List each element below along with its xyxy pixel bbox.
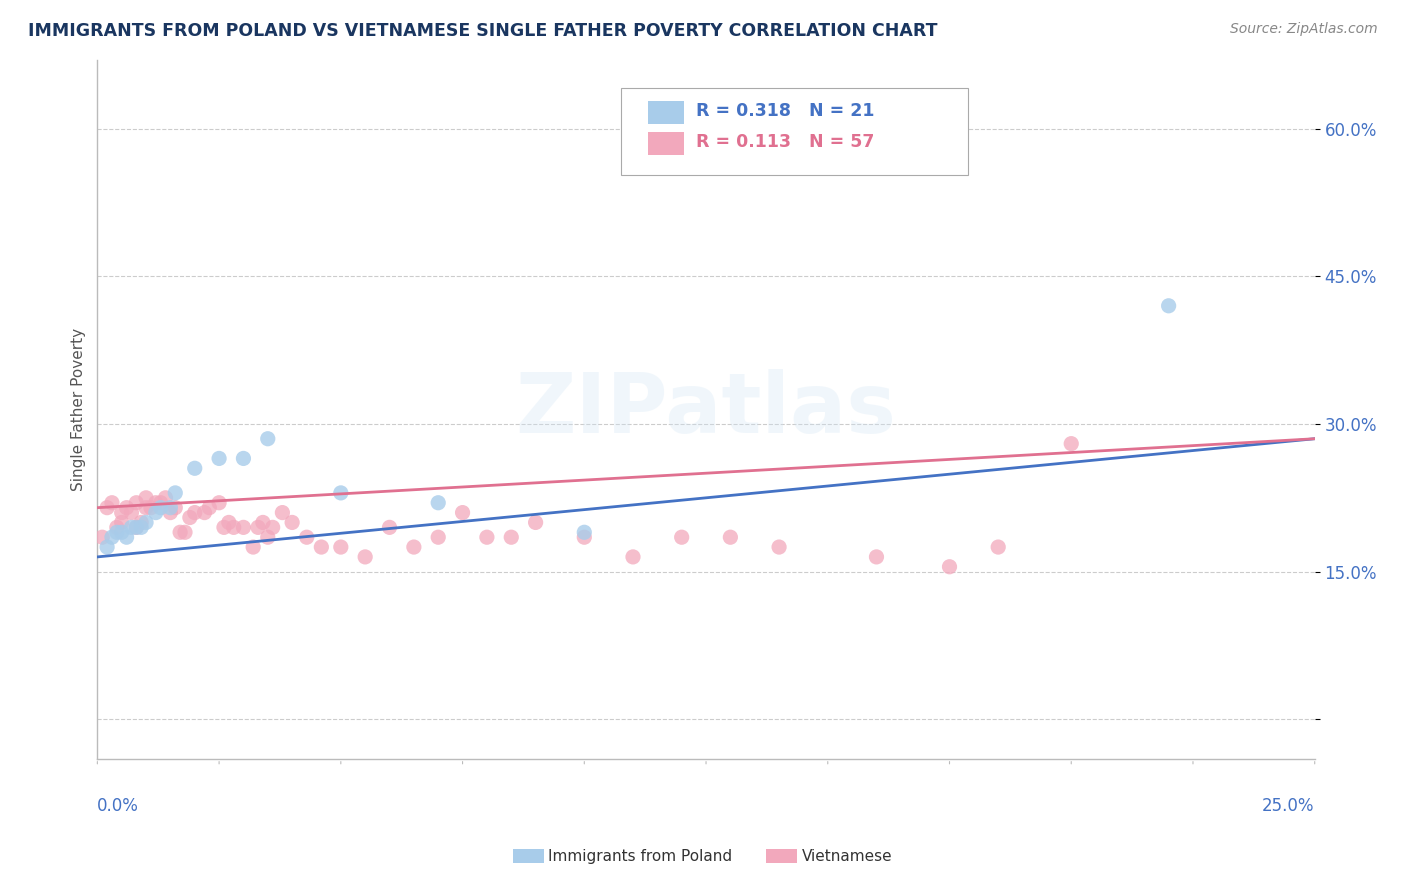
Point bbox=[247, 520, 270, 534]
Point bbox=[165, 486, 187, 500]
Point bbox=[125, 520, 148, 534]
Y-axis label: Single Father Poverty: Single Father Poverty bbox=[72, 327, 86, 491]
Point bbox=[329, 486, 352, 500]
Text: R = 0.113   N = 57: R = 0.113 N = 57 bbox=[696, 133, 875, 151]
Point bbox=[101, 496, 124, 510]
Point bbox=[212, 520, 235, 534]
Point bbox=[139, 500, 162, 515]
Text: Vietnamese: Vietnamese bbox=[801, 849, 891, 863]
Point bbox=[378, 520, 401, 534]
Point bbox=[125, 496, 148, 510]
Text: Immigrants from Poland: Immigrants from Poland bbox=[548, 849, 733, 863]
Point bbox=[295, 530, 318, 544]
Point bbox=[524, 516, 547, 530]
Point bbox=[115, 500, 138, 515]
Point bbox=[111, 506, 134, 520]
Point bbox=[174, 525, 197, 540]
Point bbox=[165, 500, 187, 515]
Point bbox=[96, 500, 118, 515]
Point bbox=[135, 500, 157, 515]
Point bbox=[149, 500, 172, 515]
Point bbox=[671, 530, 693, 544]
FancyBboxPatch shape bbox=[648, 132, 685, 155]
FancyBboxPatch shape bbox=[648, 101, 685, 124]
Point bbox=[208, 451, 231, 466]
Point bbox=[232, 451, 254, 466]
Text: 0.0%: 0.0% bbox=[97, 797, 139, 815]
Point bbox=[574, 525, 596, 540]
Point bbox=[427, 496, 450, 510]
Point bbox=[193, 506, 215, 520]
Point bbox=[129, 516, 152, 530]
Point bbox=[101, 530, 124, 544]
Text: IMMIGRANTS FROM POLAND VS VIETNAMESE SINGLE FATHER POVERTY CORRELATION CHART: IMMIGRANTS FROM POLAND VS VIETNAMESE SIN… bbox=[28, 22, 938, 40]
Point bbox=[159, 506, 181, 520]
Point bbox=[184, 506, 207, 520]
Point bbox=[262, 520, 284, 534]
Point bbox=[105, 520, 128, 534]
Point bbox=[311, 540, 333, 554]
Point bbox=[155, 491, 177, 505]
Point bbox=[402, 540, 425, 554]
Text: Source: ZipAtlas.com: Source: ZipAtlas.com bbox=[1230, 22, 1378, 37]
Point bbox=[208, 496, 231, 510]
Point bbox=[475, 530, 498, 544]
Point bbox=[354, 549, 377, 564]
Point bbox=[184, 461, 207, 475]
Point bbox=[718, 530, 741, 544]
Point bbox=[135, 491, 157, 505]
Point bbox=[120, 520, 142, 534]
Point bbox=[145, 496, 167, 510]
Point bbox=[256, 432, 278, 446]
Point bbox=[451, 506, 474, 520]
Point bbox=[218, 516, 240, 530]
Point bbox=[96, 540, 118, 554]
Point bbox=[1157, 299, 1180, 313]
Point bbox=[768, 540, 790, 554]
Text: ZIPatlas: ZIPatlas bbox=[516, 368, 897, 450]
Point bbox=[329, 540, 352, 554]
Point bbox=[232, 520, 254, 534]
Point bbox=[987, 540, 1010, 554]
Point bbox=[222, 520, 245, 534]
Point bbox=[271, 506, 294, 520]
Point bbox=[125, 520, 148, 534]
Point bbox=[427, 530, 450, 544]
Point bbox=[115, 530, 138, 544]
Point bbox=[256, 530, 278, 544]
Point bbox=[252, 516, 274, 530]
Point bbox=[169, 525, 191, 540]
Point bbox=[501, 530, 523, 544]
Point bbox=[865, 549, 887, 564]
Point bbox=[120, 506, 142, 520]
Point bbox=[129, 520, 152, 534]
Point bbox=[1060, 436, 1083, 450]
Text: R = 0.318   N = 21: R = 0.318 N = 21 bbox=[696, 102, 875, 120]
FancyBboxPatch shape bbox=[621, 87, 967, 175]
Point bbox=[159, 500, 181, 515]
Point bbox=[179, 510, 201, 524]
Point bbox=[111, 525, 134, 540]
Point bbox=[105, 525, 128, 540]
Point bbox=[111, 516, 134, 530]
Point bbox=[574, 530, 596, 544]
Point bbox=[281, 516, 304, 530]
Point bbox=[145, 506, 167, 520]
Point bbox=[149, 496, 172, 510]
Point bbox=[938, 559, 960, 574]
Point bbox=[91, 530, 114, 544]
Point bbox=[621, 549, 644, 564]
Text: 25.0%: 25.0% bbox=[1263, 797, 1315, 815]
Point bbox=[242, 540, 264, 554]
Point bbox=[135, 516, 157, 530]
Point bbox=[198, 500, 221, 515]
